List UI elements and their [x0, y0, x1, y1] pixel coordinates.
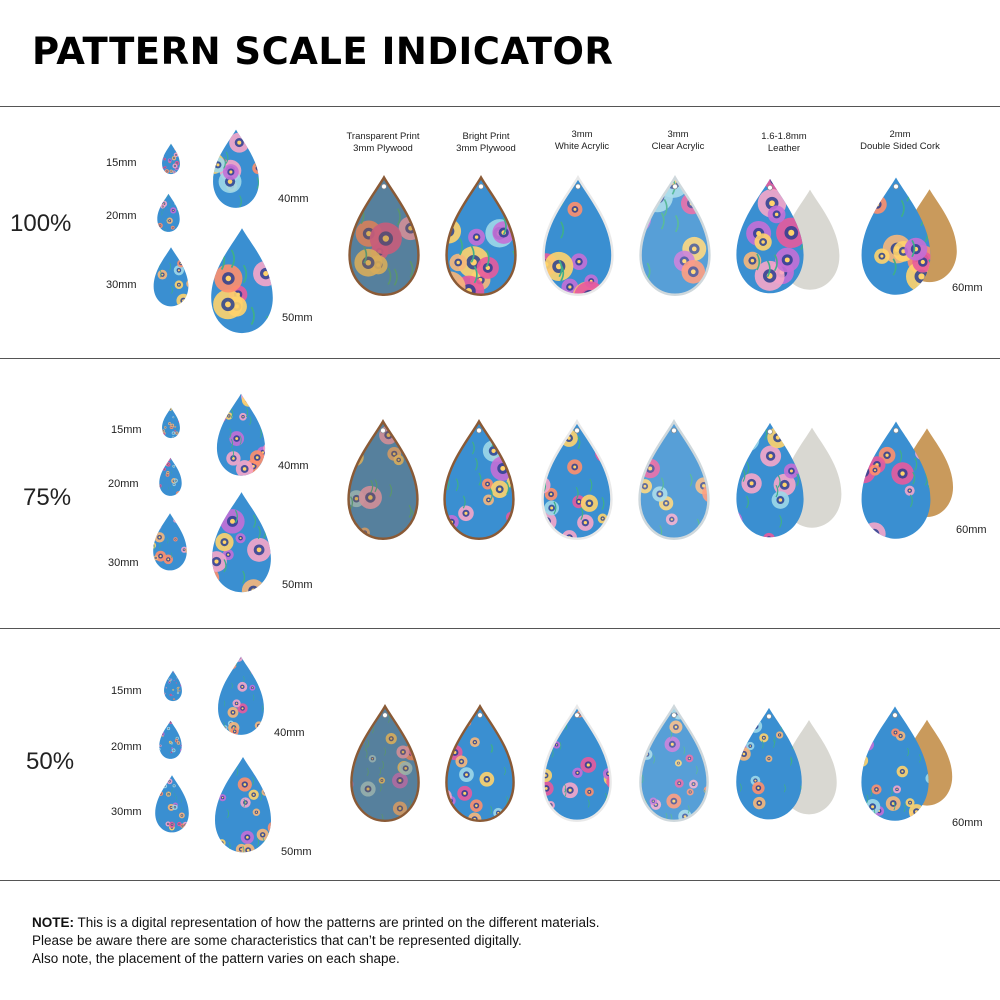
material-drop-transparent-plywood — [342, 418, 424, 543]
material-line1: Bright Print — [462, 131, 510, 142]
material-drop-cork — [855, 418, 937, 543]
size-label-50mm: 50mm — [281, 846, 312, 858]
size-label-40mm: 40mm — [274, 727, 305, 739]
material-drop-transparent-plywood — [345, 704, 425, 824]
size-label-50mm: 50mm — [282, 579, 313, 591]
size-label-20mm: 20mm — [106, 210, 137, 222]
note-block: NOTE: This is a digital representation o… — [32, 914, 600, 968]
sample-drop-40mm — [213, 655, 269, 737]
size-label-50mm: 50mm — [282, 312, 313, 324]
material-drop-transparent-plywood — [343, 174, 425, 299]
divider-top — [0, 106, 1000, 107]
sample-drop-50mm — [208, 755, 278, 855]
size-label-20mm: 20mm — [108, 478, 139, 490]
sample-drop-50mm — [203, 226, 281, 336]
size-label-15mm: 15mm — [111, 685, 142, 697]
material-drop-white-acrylic — [537, 174, 619, 299]
sample-drop-20mm — [157, 457, 184, 497]
divider-bottom — [0, 880, 1000, 881]
sample-drop-15mm — [160, 143, 182, 175]
material-drop-clear-acrylic — [634, 704, 714, 824]
note-label: NOTE: — [32, 915, 74, 930]
material-line1: 3mm — [571, 129, 593, 140]
scale-label-75: 75% — [23, 484, 72, 511]
sample-drop-40mm — [210, 392, 272, 478]
material-drop-leather — [730, 704, 808, 824]
material-line1: Transparent Print — [346, 131, 420, 142]
material-line2: Double Sided Cork — [860, 141, 940, 152]
material-header-clear-acrylic: 3mm Clear Acrylic — [623, 129, 733, 153]
material-header-cork: 2mm Double Sided Cork — [845, 129, 955, 153]
sample-drop-30mm — [152, 773, 192, 835]
material-drop-bright-plywood — [440, 704, 520, 824]
size-label-30mm: 30mm — [108, 557, 139, 569]
divider-2 — [0, 628, 1000, 629]
material-drop-leather — [730, 418, 810, 543]
sample-drop-30mm — [150, 246, 192, 308]
sample-drop-15mm — [162, 670, 184, 702]
material-header-transparent-plywood: Transparent Print 3mm Plywood — [328, 131, 438, 155]
material-line1: 3mm — [667, 129, 689, 140]
size-label-60mm: 60mm — [952, 282, 983, 294]
material-header-bright-plywood: Bright Print 3mm Plywood — [431, 131, 541, 155]
sample-drop-15mm — [160, 407, 182, 439]
material-line1: 2mm — [889, 129, 911, 140]
size-label-40mm: 40mm — [278, 193, 309, 205]
sample-drop-30mm — [150, 511, 190, 573]
material-line1: 1.6-1.8mm — [761, 131, 807, 142]
material-header-white-acrylic: 3mm White Acrylic — [527, 129, 637, 153]
sample-drop-40mm — [205, 128, 267, 210]
material-line2: White Acrylic — [554, 141, 610, 152]
page-title: PATTERN SCALE INDICATOR — [32, 30, 614, 73]
material-drop-white-acrylic — [536, 418, 618, 543]
material-drop-cork — [855, 704, 935, 824]
note-line2: Please be aware there are some character… — [32, 933, 522, 948]
note-line1: This is a digital representation of how … — [74, 915, 600, 930]
material-line2: Leather — [767, 143, 801, 154]
material-header-leather: 1.6-1.8mm Leather — [729, 131, 839, 155]
size-label-15mm: 15mm — [111, 424, 142, 436]
sample-drop-20mm — [157, 720, 184, 760]
size-label-60mm: 60mm — [956, 524, 987, 536]
size-label-30mm: 30mm — [111, 806, 142, 818]
note-line3: Also note, the placement of the pattern … — [32, 951, 400, 966]
material-line2: 3mm Plywood — [456, 143, 516, 154]
material-drop-clear-acrylic — [634, 174, 716, 299]
material-drop-bright-plywood — [440, 174, 522, 299]
material-drop-clear-acrylic — [633, 418, 715, 543]
size-label-40mm: 40mm — [278, 460, 309, 472]
material-drop-bright-plywood — [438, 418, 520, 543]
sample-drop-50mm — [204, 490, 279, 595]
sample-drop-20mm — [155, 193, 182, 233]
size-label-60mm: 60mm — [952, 817, 983, 829]
material-line2: 3mm Plywood — [353, 143, 413, 154]
scale-label-50: 50% — [26, 748, 75, 775]
size-label-15mm: 15mm — [106, 157, 137, 169]
material-drop-cork — [855, 174, 937, 299]
material-drop-white-acrylic — [537, 704, 617, 824]
material-line2: Clear Acrylic — [651, 141, 705, 152]
divider-1 — [0, 358, 1000, 359]
size-label-20mm: 20mm — [111, 741, 142, 753]
scale-label-100: 100% — [10, 210, 72, 237]
material-drop-leather — [730, 174, 810, 299]
size-label-30mm: 30mm — [106, 279, 137, 291]
